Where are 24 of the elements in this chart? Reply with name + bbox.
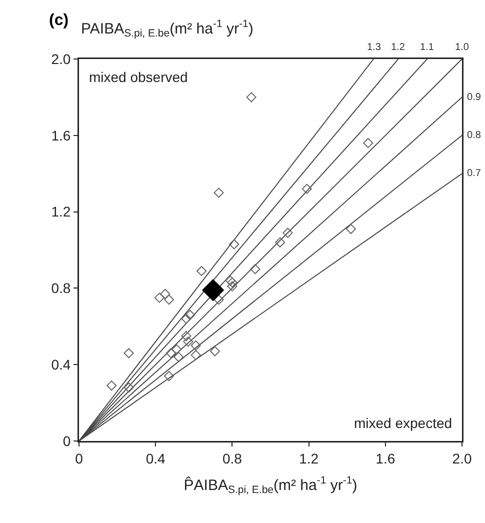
y-tick-label: 2.0 [51,50,71,67]
x-tick-label: 0.8 [222,450,242,466]
x-axis-title: P̂AIBA$_{S.pi, E.be}$(m² ha$^{-1}$ yr$^{-1}$) [184,474,358,496]
x-tick-label: 2.0 [452,450,472,466]
x-tick-label: 0.4 [146,450,166,466]
y-tick-label: 0.4 [51,356,71,372]
series-label: 1.1 [420,42,434,53]
y-tick-label: 0 [62,432,71,449]
series-label: 1.0 [455,42,470,53]
series-label: 1.3 [367,42,382,53]
series-label: 1.2 [391,42,406,53]
annotation: mixed observed [89,69,188,85]
x-tick-label: 1.6 [376,450,396,466]
chart-title: (c) [49,12,69,29]
series-label: 0.7 [467,168,482,179]
series-label: 0.8 [467,130,482,141]
x-tick-label: 0 [75,450,84,466]
annotation: mixed expected [354,415,452,431]
y-tick-label: 0.8 [51,280,71,296]
y-axis-title: PAIBA$_{S.pi, E.be}$(m² ha$^{-1}$ yr$^{-1}$) [81,18,254,40]
series-label: 0.9 [467,92,482,103]
x-tick-label: 1.2 [299,450,319,466]
y-tick-label: 1.2 [51,204,71,220]
y-tick-label: 1.6 [51,127,71,144]
